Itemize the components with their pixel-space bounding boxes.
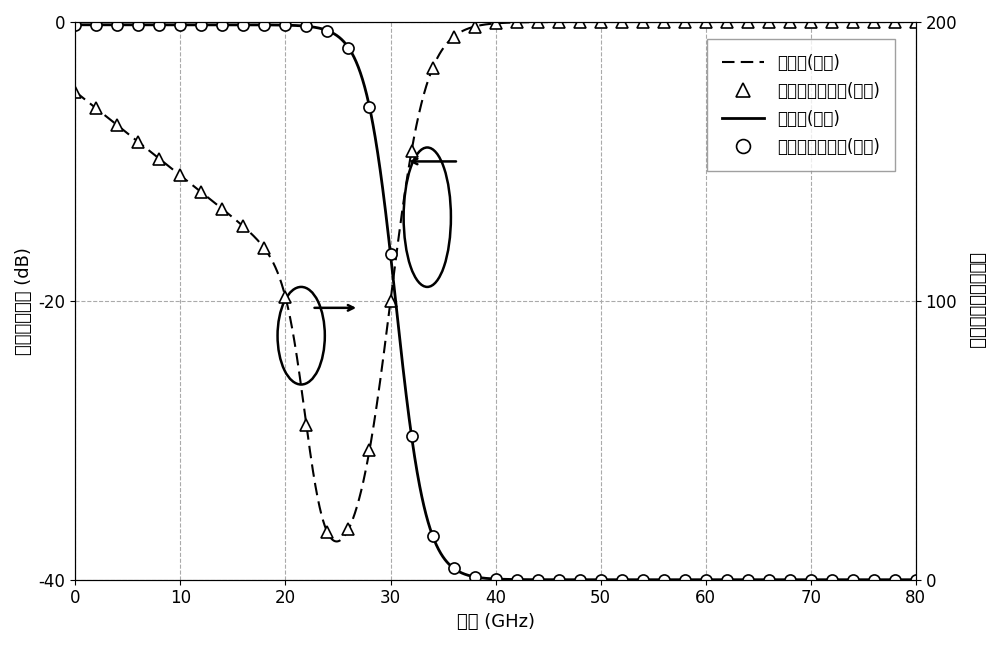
Y-axis label: 反射系数相位（度）: 反射系数相位（度） xyxy=(967,253,985,349)
Y-axis label: 反射系数幅度 (dB): 反射系数幅度 (dB) xyxy=(15,247,33,355)
Legend: 解析解(相位), 本专利中的方法(相位), 解析解(幅度), 本专利中的方法(幅度): 解析解(相位), 本专利中的方法(相位), 解析解(幅度), 本专利中的方法(幅… xyxy=(707,39,895,171)
X-axis label: 相位 (GHz): 相位 (GHz) xyxy=(457,613,535,631)
